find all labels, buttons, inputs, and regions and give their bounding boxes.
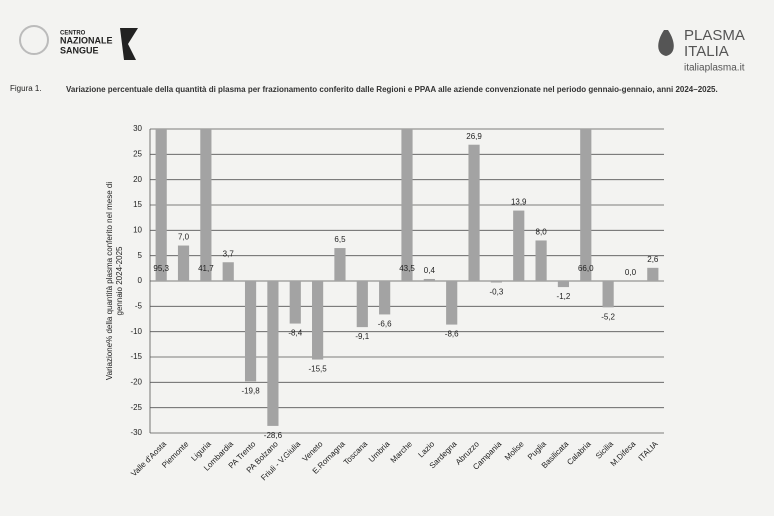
bar: [244, 281, 257, 382]
bar: [267, 281, 279, 426]
bar: [155, 129, 167, 281]
y-tick-label: -30: [130, 428, 142, 437]
x-tick-label: Marche: [389, 439, 415, 465]
x-tick-label: Friuli - V.Giulia: [259, 439, 302, 482]
data-label: 0,0: [625, 268, 637, 277]
bar: [312, 281, 324, 360]
y-tick-label: -5: [135, 301, 143, 310]
data-label: 6,5: [334, 235, 346, 244]
logo-text: SANGUE: [60, 45, 99, 55]
data-label: 66,0: [578, 264, 594, 273]
bar: [423, 278, 435, 281]
bar: [289, 281, 301, 324]
logo-text: NAZIONALE: [60, 35, 113, 45]
x-tick-label: Calabria: [565, 439, 593, 467]
bar: [647, 267, 659, 281]
y-tick-label: -20: [130, 377, 142, 386]
data-label: -5,2: [601, 312, 615, 321]
figure-label: Figura 1.: [10, 84, 42, 93]
bar: [513, 210, 525, 281]
x-tick-label: Umbria: [367, 439, 392, 464]
y-tick-label: -10: [130, 327, 142, 336]
bar: [401, 129, 413, 281]
bar: [177, 245, 190, 281]
logo-text: CENTRO: [60, 31, 86, 37]
y-tick-label: 25: [133, 149, 142, 158]
y-tick-label: 15: [133, 200, 142, 209]
bar: [356, 281, 368, 328]
bar: [334, 248, 346, 281]
y-tick-label: -25: [130, 403, 142, 412]
bar: [446, 281, 458, 325]
data-label: 7,0: [178, 233, 190, 242]
bar: [222, 262, 234, 281]
data-label: 41,7: [198, 264, 214, 273]
data-label: -28,6: [264, 431, 283, 440]
data-label: -19,8: [241, 386, 260, 395]
bar: [200, 129, 212, 281]
logo-emblem: [19, 25, 49, 55]
data-label: -1,2: [557, 292, 571, 301]
logo-text: PLASMA: [684, 27, 745, 44]
bar: [535, 240, 547, 281]
bar: [379, 281, 391, 315]
logo-url: italiaplasma.it: [684, 63, 745, 74]
data-label: 26,9: [466, 132, 482, 141]
x-tick-label: M.Difesa: [609, 439, 638, 468]
data-label: 2,6: [647, 255, 659, 264]
bar: [490, 281, 502, 283]
data-label: 8,0: [536, 228, 548, 237]
bar: [602, 281, 614, 308]
x-tick-label: Valle d'Aosta: [129, 439, 168, 478]
plasma-drop: [658, 30, 674, 56]
data-label: 13,9: [511, 198, 527, 207]
data-label: -15,5: [308, 365, 327, 374]
chart-title: Variazione percentuale della quantità di…: [66, 85, 718, 94]
y-axis-label: gennaio 2024-2025: [115, 246, 124, 316]
y-tick-label: 20: [133, 175, 142, 184]
data-label: -8,4: [288, 329, 302, 338]
y-tick-label: 30: [133, 124, 142, 133]
y-tick-label: -15: [130, 352, 142, 361]
data-label: -9,1: [355, 332, 369, 341]
x-tick-label: Lazio: [416, 439, 436, 459]
bar: [557, 281, 570, 288]
bar: [468, 144, 480, 281]
data-label: -0,3: [489, 288, 503, 297]
data-label: -8,6: [445, 330, 459, 339]
data-label: 0,4: [424, 266, 436, 275]
logo-text: ITALIA: [684, 43, 729, 60]
data-label: 43,5: [399, 264, 415, 273]
x-tick-label: Molise: [503, 439, 526, 462]
y-tick-label: 10: [133, 225, 142, 234]
y-axis-label: Variazione% della quantità plasma confer…: [105, 182, 114, 380]
data-label: 95,3: [153, 264, 169, 273]
data-label: 3,7: [223, 249, 235, 258]
logo-figure: [120, 28, 138, 60]
y-tick-label: 5: [138, 251, 143, 260]
y-tick-label: 0: [138, 276, 143, 285]
data-label: -6,6: [378, 320, 392, 329]
x-tick-label: ITALIA: [636, 439, 660, 463]
bar: [580, 129, 592, 281]
x-tick-label: Toscana: [342, 439, 370, 467]
